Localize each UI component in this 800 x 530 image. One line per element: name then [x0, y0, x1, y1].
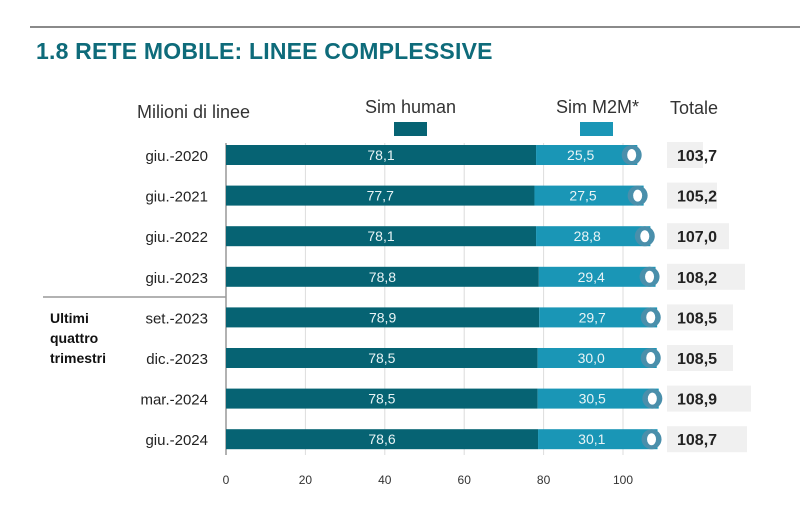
- x-tick-label: 100: [613, 473, 633, 487]
- totals-header: Totale: [670, 98, 719, 118]
- data-label: 78,1: [367, 147, 394, 163]
- total-marker-center: [647, 392, 657, 405]
- data-label: 78,5: [368, 350, 395, 366]
- bar-sim-m2m: [538, 429, 658, 450]
- bar-sim-m2m: [539, 307, 658, 328]
- total-marker-center: [645, 270, 655, 283]
- top-rule: [30, 26, 800, 28]
- category-label: giu.-2021: [145, 189, 208, 206]
- x-tick-label: 40: [378, 473, 392, 487]
- category-label: giu.-2023: [145, 270, 208, 287]
- x-tick-label: 20: [299, 473, 313, 487]
- category-label: giu.-2022: [145, 229, 208, 246]
- total-box: [667, 345, 733, 371]
- total-marker-center: [627, 149, 637, 161]
- total-box: [667, 426, 747, 453]
- data-label: 78,1: [367, 228, 394, 244]
- bar-sim-m2m: [536, 145, 638, 165]
- total-value: 108,7: [677, 432, 717, 449]
- legend-label-m2m: Sim M2M*: [556, 97, 640, 117]
- data-label: 78,9: [369, 309, 396, 325]
- data-label: 28,8: [574, 228, 601, 244]
- bar-sim-human: [226, 266, 539, 287]
- total-marker-center: [640, 230, 650, 243]
- data-label: 29,4: [578, 269, 605, 285]
- bar-sim-m2m: [538, 266, 656, 287]
- total-value: 107,0: [677, 229, 717, 246]
- total-box: [667, 182, 717, 209]
- data-label: 25,5: [567, 147, 594, 163]
- unit-label: Milioni di linee: [137, 102, 251, 122]
- total-marker-center: [647, 433, 657, 446]
- total-value: 103,7: [677, 148, 717, 165]
- data-label: 27,5: [569, 188, 596, 204]
- category-label: set.-2023: [145, 310, 208, 327]
- bar-sim-m2m: [537, 388, 659, 409]
- data-label: 29,7: [579, 309, 606, 325]
- bar-sim-m2m: [534, 185, 644, 206]
- group-label: Ultimi quattro trimestri: [50, 310, 107, 366]
- data-label: 78,5: [368, 391, 395, 407]
- bar-sim-human: [226, 185, 535, 206]
- total-box: [667, 304, 733, 331]
- category-label: dic.-2023: [146, 351, 208, 368]
- page-title: 1.8 RETE MOBILE: LINEE COMPLESSIVE: [36, 38, 493, 64]
- bar-sim-human: [226, 348, 538, 368]
- total-value: 105,2: [677, 189, 717, 206]
- legend-label-human: Sim human: [365, 97, 457, 117]
- data-label: 77,7: [367, 188, 394, 204]
- total-value: 108,9: [677, 392, 717, 409]
- bar-sim-human: [226, 388, 538, 409]
- total-box: [667, 142, 703, 168]
- total-value: 108,2: [677, 270, 717, 287]
- total-box: [667, 385, 751, 412]
- bar-sim-human: [226, 429, 539, 450]
- data-label: 30,5: [579, 391, 606, 407]
- x-tick-label: 0: [223, 473, 230, 487]
- total-box: [667, 263, 745, 290]
- total-value: 108,5: [677, 351, 717, 368]
- x-tick-label: 80: [537, 473, 551, 487]
- bar-sim-human: [226, 226, 537, 247]
- category-label: mar.-2024: [140, 392, 208, 409]
- legend-swatch-m2m: [580, 122, 613, 136]
- category-label: giu.-2024: [145, 432, 208, 449]
- total-value: 108,5: [677, 310, 717, 327]
- legend-swatch-human: [394, 122, 427, 136]
- bar-sim-m2m: [537, 348, 657, 368]
- total-marker-center: [633, 189, 643, 202]
- data-label: 78,8: [369, 269, 396, 285]
- total-box: [667, 223, 729, 250]
- x-tick-label: 60: [458, 473, 472, 487]
- category-label: giu.-2020: [145, 148, 208, 165]
- bar-sim-human: [226, 307, 540, 328]
- total-marker-center: [646, 352, 656, 364]
- total-marker-center: [646, 311, 656, 324]
- bar-sim-m2m: [536, 226, 651, 247]
- data-label: 78,6: [368, 431, 395, 447]
- data-label: 30,1: [578, 431, 605, 447]
- data-label: 30,0: [578, 350, 605, 366]
- bar-sim-human: [226, 145, 537, 165]
